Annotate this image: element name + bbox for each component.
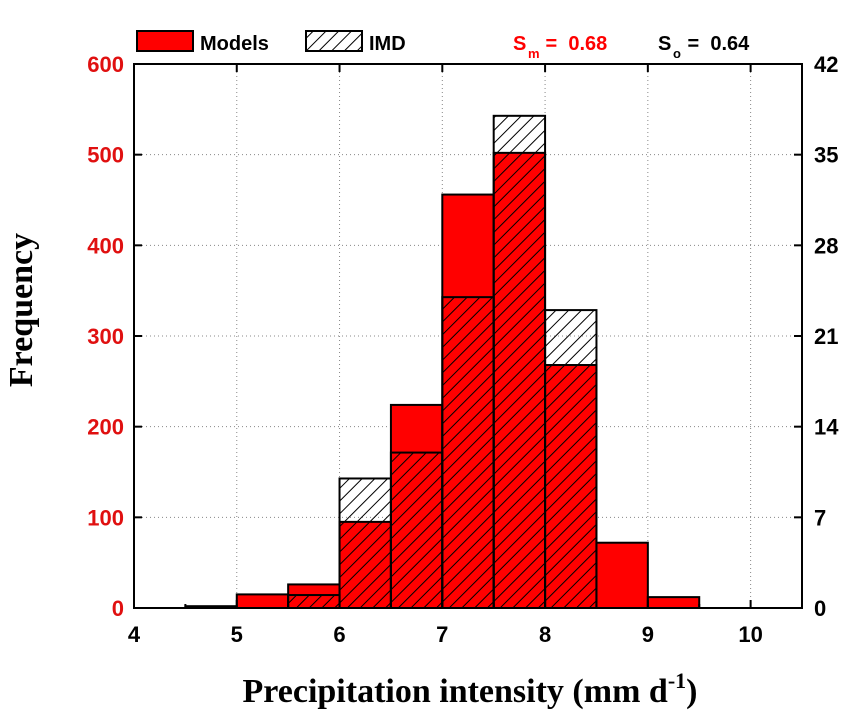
models-bar bbox=[595, 541, 649, 609]
y-right-tick-label: 7 bbox=[814, 505, 826, 530]
x-tick-label: 7 bbox=[436, 622, 448, 647]
y-right-tick-label: 42 bbox=[814, 52, 838, 77]
y-left-tick-label: 0 bbox=[112, 596, 124, 621]
x-tick-label: 10 bbox=[738, 622, 762, 647]
legend-imd-swatch bbox=[305, 30, 363, 52]
x-axis-title-superscript: -1 bbox=[668, 668, 686, 693]
imd-bar bbox=[338, 477, 392, 609]
imd-bar bbox=[389, 451, 444, 610]
x-tick-label: 6 bbox=[333, 622, 345, 647]
annotation-sm-subscript: m bbox=[528, 46, 540, 61]
legend-models-label: Models bbox=[200, 33, 269, 55]
y-left-tick-label: 600 bbox=[87, 52, 124, 77]
annotation-so-value: = 0.64 bbox=[682, 33, 750, 55]
imd-bars bbox=[287, 114, 598, 610]
y-left-tick-label: 100 bbox=[87, 505, 124, 530]
models-bar bbox=[646, 596, 701, 609]
legend-imd-label: IMD bbox=[369, 33, 406, 55]
x-axis-title: Precipitation intensity (mm d-1) bbox=[243, 668, 698, 710]
x-axis-ticks: 4 5 6 7 8 9 10 bbox=[128, 64, 763, 647]
x-tick-label: 8 bbox=[539, 622, 551, 647]
annotation-so-label: S bbox=[658, 33, 671, 55]
y-left-tick-label: 300 bbox=[87, 324, 124, 349]
annotation-so-subscript: o bbox=[673, 46, 681, 61]
imd-bar bbox=[544, 309, 598, 609]
x-axis-title-close: ) bbox=[686, 673, 697, 710]
y-left-tick-label: 500 bbox=[87, 143, 124, 168]
x-tick-label: 9 bbox=[642, 622, 654, 647]
legend-models-swatch bbox=[136, 30, 194, 52]
y-left-tick-label: 200 bbox=[87, 415, 124, 440]
imd-bar bbox=[441, 296, 495, 609]
y-axis-title: Frequency bbox=[3, 233, 40, 387]
annotation-sm-label: S bbox=[513, 33, 526, 55]
annotation-sm: S m = 0.68 bbox=[513, 33, 607, 61]
annotation-so: S o = 0.64 bbox=[658, 33, 750, 61]
y-right-tick-label: 14 bbox=[814, 415, 839, 440]
x-tick-label: 5 bbox=[231, 622, 243, 647]
annotation-sm-value: = 0.68 bbox=[540, 33, 607, 55]
x-tick-label: 4 bbox=[128, 622, 141, 647]
y-left-axis-ticks: 0 100 200 300 400 500 600 bbox=[87, 52, 142, 621]
models-bar bbox=[235, 593, 290, 610]
y-right-axis-ticks: 0 7 14 21 28 35 42 bbox=[794, 52, 839, 621]
y-right-tick-label: 21 bbox=[814, 324, 838, 349]
y-right-tick-label: 28 bbox=[814, 233, 838, 258]
y-right-tick-label: 35 bbox=[814, 143, 838, 168]
legend: Models IMD bbox=[136, 30, 406, 55]
y-right-tick-label: 0 bbox=[814, 596, 826, 621]
imd-bar bbox=[287, 594, 341, 609]
imd-bar bbox=[492, 114, 547, 610]
x-axis-title-main: Precipitation intensity (mm d bbox=[243, 673, 668, 710]
y-left-tick-label: 400 bbox=[87, 233, 124, 258]
